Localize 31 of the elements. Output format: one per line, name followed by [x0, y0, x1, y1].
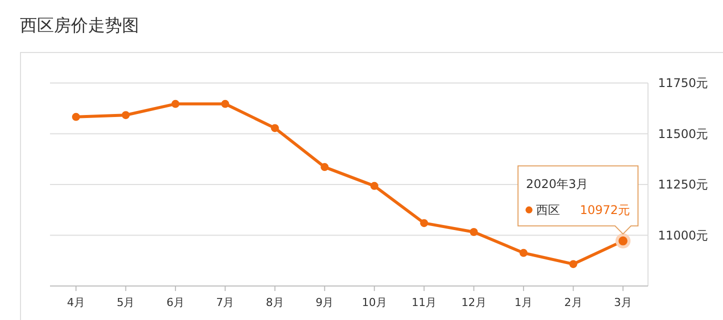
y-tick-label: 11500元 — [658, 126, 708, 141]
annotation: 2020年3月 — [526, 176, 588, 191]
point — [370, 182, 378, 190]
x-tick-label: 7月 — [216, 296, 234, 309]
y-tick-label: 11750元 — [658, 76, 708, 90]
y-tick-label: 11250元 — [658, 178, 708, 192]
x-tick-label: 12月 — [461, 296, 486, 309]
x-tick-label: 2月 — [564, 296, 582, 309]
point — [270, 124, 279, 132]
chart-title: 西区房价走势图 — [20, 16, 139, 36]
x-tick-label: 9月 — [316, 296, 334, 309]
x-tick-label: 6月 — [166, 296, 184, 309]
y-tick-label: 11000元 — [658, 228, 708, 242]
point — [122, 111, 130, 120]
point — [569, 260, 578, 268]
x-tick-label: 3月 — [614, 296, 632, 309]
x-tick-label: 10月 — [362, 296, 387, 309]
point — [72, 112, 80, 121]
point — [171, 100, 180, 108]
x-tick-label: 11月 — [412, 296, 437, 309]
point — [470, 228, 478, 236]
legend-label: 西区 — [536, 202, 560, 217]
x-tick-label: 1月 — [514, 296, 533, 309]
x-tick-label: 4月 — [67, 296, 85, 309]
point — [221, 100, 230, 108]
x-tick-label: 5月 — [116, 296, 135, 309]
x-tick-label: 8月 — [266, 296, 284, 309]
point — [320, 163, 329, 172]
data-label: 10972元 — [580, 202, 630, 217]
point — [520, 248, 528, 257]
point — [420, 219, 428, 228]
